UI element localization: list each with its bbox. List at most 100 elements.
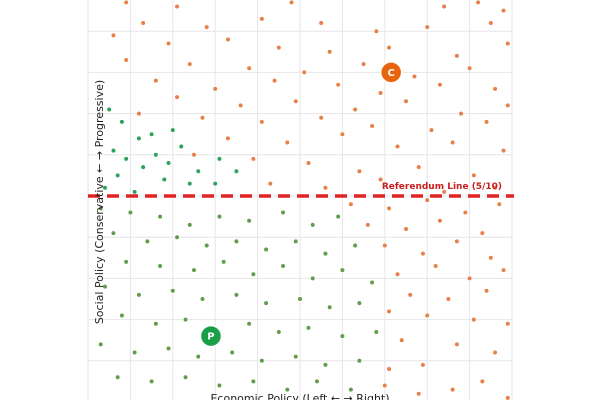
voter-point	[225, 36, 231, 43]
voter-point	[170, 288, 176, 294]
voter-point	[327, 49, 333, 55]
voter-point	[246, 321, 252, 327]
voter-point	[123, 156, 129, 162]
voter-point	[318, 20, 324, 26]
candidate-marker: C	[379, 61, 403, 84]
candidate-label: P	[207, 332, 214, 343]
voter-point	[246, 65, 252, 71]
voter-point	[153, 78, 159, 84]
voter-point	[322, 185, 329, 191]
voter-point	[458, 110, 464, 117]
voter-point	[462, 209, 468, 216]
voter-point	[471, 317, 477, 323]
voter-point	[293, 98, 299, 104]
voter-point	[450, 387, 456, 393]
voter-point	[500, 148, 507, 154]
voter-point	[123, 259, 129, 265]
candidate-label: C	[387, 68, 394, 79]
voter-point	[318, 115, 324, 121]
voter-point	[221, 259, 227, 265]
x-axis-label: Economic Policy (Left ← → Right)	[210, 392, 389, 400]
voter-point	[310, 222, 316, 228]
voter-point	[110, 230, 117, 236]
voter-point	[174, 94, 180, 100]
voter-point	[441, 189, 447, 195]
voter-point	[356, 300, 362, 306]
voter-point	[467, 275, 473, 282]
voter-point	[377, 176, 384, 183]
voter-point	[238, 102, 244, 108]
voter-point	[187, 61, 193, 67]
voter-point	[233, 292, 239, 298]
voter-point	[411, 73, 418, 80]
voter-point	[327, 304, 333, 310]
voter-point	[403, 226, 409, 232]
candidate-marker: P	[199, 324, 223, 348]
voter-point	[424, 312, 430, 319]
voter-point	[454, 341, 460, 347]
voter-point	[322, 362, 329, 368]
voter-point	[373, 28, 379, 34]
voter-point	[98, 205, 104, 211]
voter-point	[165, 40, 172, 47]
voter-point	[250, 378, 256, 385]
voter-point	[187, 222, 193, 228]
voter-point	[119, 312, 125, 319]
referendum-label: Referendum Line (5/10)	[382, 182, 502, 192]
voter-point	[284, 387, 290, 393]
voter-point	[102, 185, 108, 191]
voter-point	[276, 329, 282, 335]
voter-point	[479, 230, 485, 236]
voter-point	[339, 333, 346, 339]
voter-point	[339, 131, 346, 137]
voter-point	[110, 148, 117, 154]
voter-point	[386, 45, 392, 51]
voter-point	[382, 242, 388, 249]
voter-point	[144, 238, 150, 244]
voter-point	[492, 86, 498, 92]
voter-point	[433, 263, 439, 269]
voter-point	[488, 20, 494, 26]
voter-point	[437, 82, 443, 88]
voter-point	[271, 78, 278, 84]
voter-point	[182, 317, 189, 323]
voter-point	[305, 160, 312, 166]
voter-point	[204, 242, 210, 249]
voter-point	[386, 366, 392, 372]
voter-point	[127, 209, 133, 216]
voter-point	[492, 349, 498, 356]
voter-point	[310, 275, 316, 282]
voter-point	[288, 0, 295, 5]
voter-point	[441, 3, 447, 10]
voter-point	[199, 296, 206, 302]
voter-point	[500, 8, 507, 14]
voter-point	[492, 185, 498, 191]
voter-point	[123, 0, 129, 5]
voter-point	[263, 300, 269, 306]
voter-point	[280, 263, 286, 269]
voter-point	[293, 238, 299, 244]
voter-point	[505, 102, 511, 108]
voter-point	[250, 156, 256, 162]
voter-point	[115, 172, 121, 178]
voter-point	[161, 176, 167, 183]
voter-point	[280, 209, 286, 216]
voter-point	[505, 321, 511, 327]
voter-point	[301, 69, 307, 75]
voter-point	[352, 242, 358, 249]
voter-point	[212, 86, 218, 92]
voter-point	[132, 189, 138, 195]
voter-point	[174, 3, 180, 10]
voter-point	[216, 382, 223, 389]
voter-point	[322, 251, 329, 257]
voter-point	[284, 139, 290, 146]
voter-point	[263, 246, 269, 253]
voter-point	[157, 214, 163, 220]
voter-point	[454, 53, 460, 59]
voter-point	[191, 267, 197, 273]
voter-point	[454, 238, 460, 244]
voter-point	[233, 238, 239, 244]
voter-point	[276, 45, 282, 51]
voter-point	[259, 119, 265, 125]
